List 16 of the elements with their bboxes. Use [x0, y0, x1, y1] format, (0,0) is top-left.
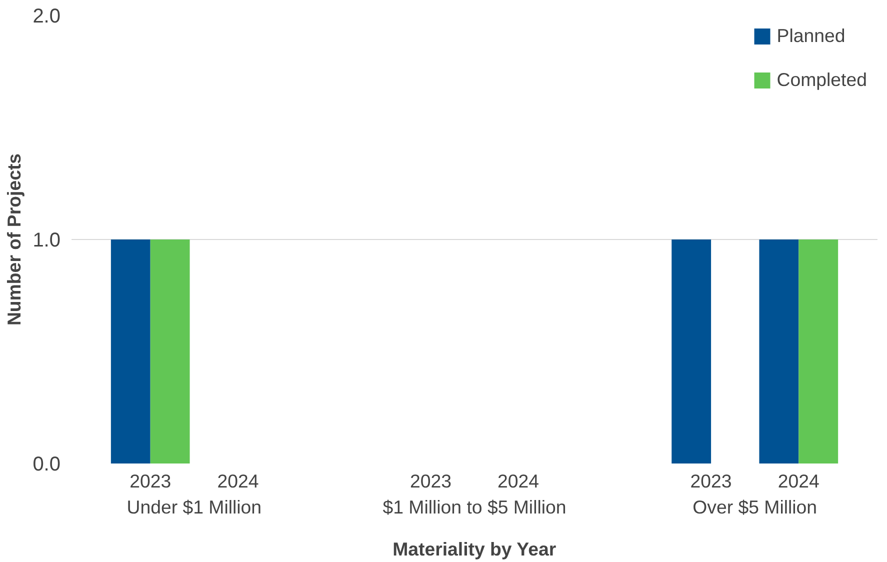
x-axis-title: Materiality by Year — [392, 538, 556, 560]
y-tick-label: 1.0 — [32, 230, 61, 252]
text: $1 Million to $5 Million — [382, 496, 566, 518]
legend-label: Planned — [776, 25, 846, 47]
x-tick-label: 2023 — [410, 470, 452, 492]
text: Over $5 Million — [692, 496, 818, 518]
x-tick-label: 2024 — [778, 470, 820, 492]
legend-label: Completed — [776, 69, 867, 91]
x-tick-label: 2023 — [130, 470, 172, 492]
y-tick-label: 2.0 — [32, 6, 61, 28]
x-tick-label: 2024 — [498, 470, 540, 492]
y-axis-title: Number of Projects — [4, 153, 25, 326]
x-tick-label: 2024 — [217, 470, 259, 492]
x-tick-label: 2023 — [690, 470, 732, 492]
text: Under $1 Million — [126, 496, 262, 518]
y-tick-label: 0.0 — [32, 454, 61, 476]
